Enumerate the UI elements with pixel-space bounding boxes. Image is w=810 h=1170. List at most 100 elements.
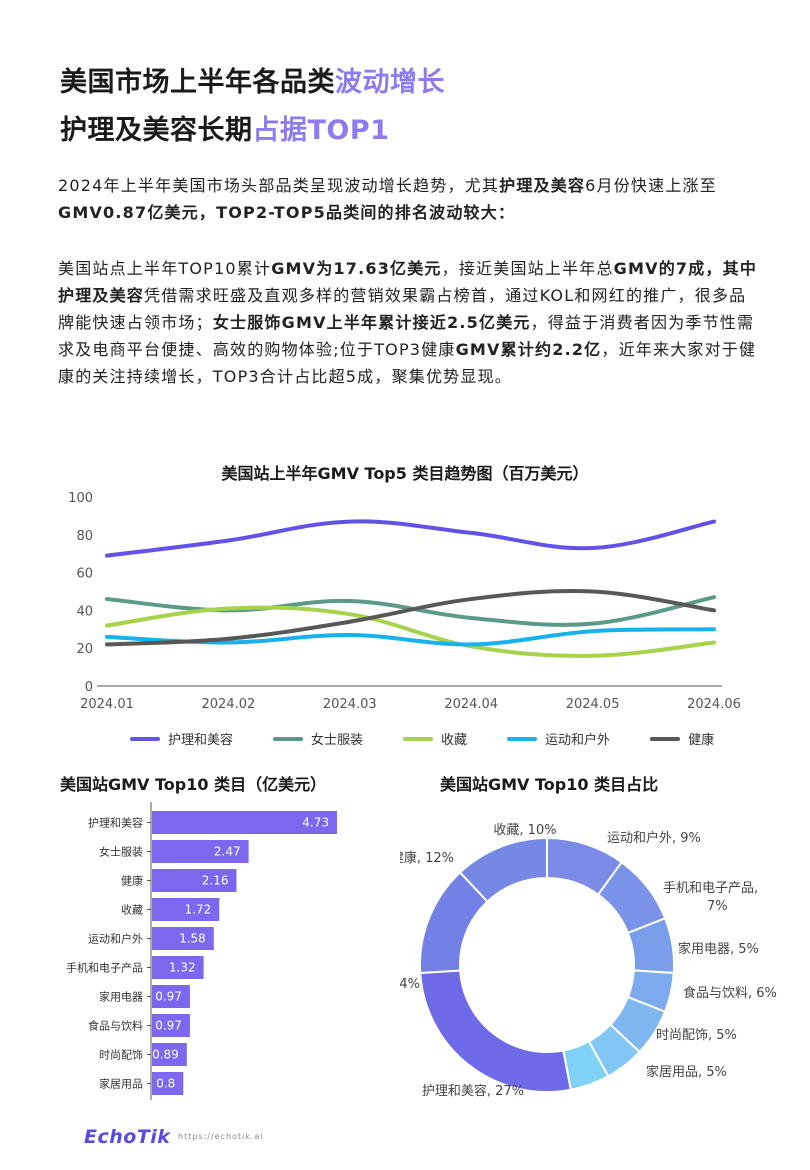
donut-slice-label: 健康, 12% xyxy=(400,850,454,866)
page-title-line2: 护理及美容长期占据TOP1 xyxy=(60,108,389,147)
detail-run: 美国站点上半年TOP10累计 xyxy=(58,259,272,278)
legend-label: 护理和美容 xyxy=(168,733,234,748)
series-line-2 xyxy=(105,605,716,658)
bar-category-label: 家用电器 xyxy=(99,990,143,1004)
y-tick-label: 100 xyxy=(68,491,93,506)
bar xyxy=(152,898,220,921)
x-tick-label: 2024.05 xyxy=(566,697,620,712)
title1-main: 美国市场上半年各品类 xyxy=(60,67,335,98)
bar xyxy=(152,927,214,950)
donut-slice-label: 收藏, 10% xyxy=(493,823,556,838)
bar xyxy=(152,956,204,979)
pie-chart-title: 美国站GMV Top10 类目占比 xyxy=(440,775,659,794)
bar-category-label: 手机和电子产品 xyxy=(66,961,143,975)
legend-label: 收藏 xyxy=(441,733,468,748)
x-tick-label: 2024.01 xyxy=(80,697,134,712)
x-tick-label: 2024.04 xyxy=(444,697,498,712)
donut-slice-label: 手机和电子产品, 7% xyxy=(663,881,758,914)
legend-swatch xyxy=(403,736,434,741)
detail-run: 凭借需求旺盛及直观多样的营销效果霸占榜首，通过KOL和网红的推广，很多品牌能快速… xyxy=(58,286,747,332)
legend-label: 健康 xyxy=(688,733,715,748)
bar-chart: 护理和美容 4.73 女士服装 2.47 健康 2.16 收藏 1.72 运动和户外 1.58 手机… xyxy=(66,802,337,1100)
detail-run: GMV累计约2.2亿 xyxy=(455,340,602,359)
bar-category-label: 时尚配饰 xyxy=(99,1048,143,1062)
bar-category-label: 护理和美容 xyxy=(88,816,143,830)
detail-run: 女士服饰GMV上半年累计接近2.5亿美元 xyxy=(212,313,531,332)
legend-label: 女士服装 xyxy=(311,733,364,748)
detail-run: GMV的7成，其中护理及美容 xyxy=(58,259,758,305)
y-tick-label: 40 xyxy=(76,604,93,619)
intro-paragraph: 2024年上半年美国市场头部品类呈现波动增长趋势，尤其护理及美容6月份快速上涨至… xyxy=(58,172,758,226)
bar xyxy=(152,869,237,892)
y-tick-label: 60 xyxy=(76,567,93,582)
series-line-4 xyxy=(105,588,716,647)
title2-highlight: 占据TOP1 xyxy=(252,115,390,146)
legend-item: 收藏 xyxy=(403,729,467,748)
line-chart: 0 20 40 60 80 100 2024.01 2024.02 2024.03 2024.04… xyxy=(68,491,741,712)
y-tick-label: 0 xyxy=(85,680,93,695)
donut-slice-label: 运动和户外, 9% xyxy=(607,830,701,846)
bar-category-label: 食品与饮料 xyxy=(88,1019,143,1033)
legend-label: 运动和户外 xyxy=(545,733,611,748)
x-tick-label: 2024.06 xyxy=(687,697,741,712)
donut-slice-label: 家用电器, 5% xyxy=(678,941,759,957)
bar xyxy=(152,811,337,834)
detail-paragraph: 美国站点上半年TOP10累计GMV为17.63亿美元，接近美国站上半年总GMV的… xyxy=(58,255,758,390)
donut-slice-label: 家居用品, 5% xyxy=(646,1064,727,1080)
bar-category-label: 运动和户外 xyxy=(88,932,143,946)
bar xyxy=(152,985,190,1008)
bar-value-label: 2.47 xyxy=(214,845,241,859)
bar-value-label: 1.72 xyxy=(185,903,212,917)
bar-value-label: 0.8 xyxy=(156,1077,175,1091)
bar-chart-title: 美国站GMV Top10 类目（亿美元） xyxy=(60,775,327,794)
title2-main: 护理及美容长期 xyxy=(60,115,253,146)
detail-run: GMV为17.63亿美元 xyxy=(271,259,442,278)
intro-run: 护理及美容 xyxy=(499,176,586,195)
y-tick-label: 20 xyxy=(76,642,93,657)
donut-slice-label: 女士服装, 14% xyxy=(400,976,420,992)
line-chart-title: 美国站上半年GMV Top5 类目趋势图（百万美元） xyxy=(221,464,589,483)
footer-url: https://echotik.ai xyxy=(178,1132,264,1141)
bar-value-label: 2.16 xyxy=(202,874,229,888)
intro-run: 2024年上半年美国市场头部品类呈现波动增长趋势，尤其 xyxy=(58,176,500,195)
legend-swatch xyxy=(507,736,538,741)
bar-value-label: 4.73 xyxy=(302,816,329,830)
page-title-line1: 美国市场上半年各品类波动增长 xyxy=(60,60,445,99)
y-tick-label: 80 xyxy=(76,529,93,544)
bar xyxy=(152,1043,187,1066)
legend-swatch xyxy=(273,736,304,741)
title1-highlight: 波动增长 xyxy=(335,67,445,98)
legend-item: 女士服装 xyxy=(273,729,363,748)
bar-category-label: 健康 xyxy=(121,874,143,888)
bar-value-label: 1.32 xyxy=(169,961,196,975)
bar-value-label: 1.58 xyxy=(179,932,206,946)
x-tick-label: 2024.03 xyxy=(323,697,377,712)
bar-category-label: 收藏 xyxy=(121,903,143,917)
x-tick-label: 2024.02 xyxy=(202,697,256,712)
bar-value-label: 0.97 xyxy=(155,990,182,1004)
legend-swatch xyxy=(650,736,681,741)
series-line-0 xyxy=(105,519,716,558)
intro-run: 6月份快速上涨至 xyxy=(585,176,717,195)
donut-chart: 收藏, 10% 运动和户外, 9% 手机和电子产品, 7% 家用电器, 5% 食品与饮料,… xyxy=(400,823,777,1099)
detail-run: ，近年来大家对于健康的关注持续增长，TOP3合计占比超5成，聚集优势显现。 xyxy=(58,340,757,386)
bar-value-label: 0.89 xyxy=(152,1048,179,1062)
bar-category-label: 家居用品 xyxy=(99,1077,143,1091)
legend-swatch xyxy=(130,736,160,741)
bar xyxy=(152,840,249,863)
donut-slice-label: 食品与饮料, 6% xyxy=(683,985,777,1001)
echotik-logo: EchoTik xyxy=(84,1126,171,1148)
line-chart-legend: 护理和美容 女士服装 收藏 运动和户外 健康 xyxy=(130,729,754,748)
bar xyxy=(152,1014,190,1037)
series-line-3 xyxy=(105,627,716,647)
donut-slice-label: 护理和美容, 27% xyxy=(422,1083,524,1099)
donut-slice xyxy=(419,969,572,1093)
bar-value-label: 0.97 xyxy=(155,1019,182,1033)
donut-slice-label: 时尚配饰, 5% xyxy=(656,1028,737,1043)
donut-slice xyxy=(458,836,548,903)
legend-item: 健康 xyxy=(650,729,714,748)
detail-run: ，接近美国站上半年总 xyxy=(441,259,614,278)
legend-item: 护理和美容 xyxy=(130,729,233,748)
detail-run: ，得益于消费者因为季节性需求及电商平台便捷、高效的购物体验;位于TOP3健康 xyxy=(58,313,755,359)
legend-item: 运动和户外 xyxy=(507,729,610,748)
